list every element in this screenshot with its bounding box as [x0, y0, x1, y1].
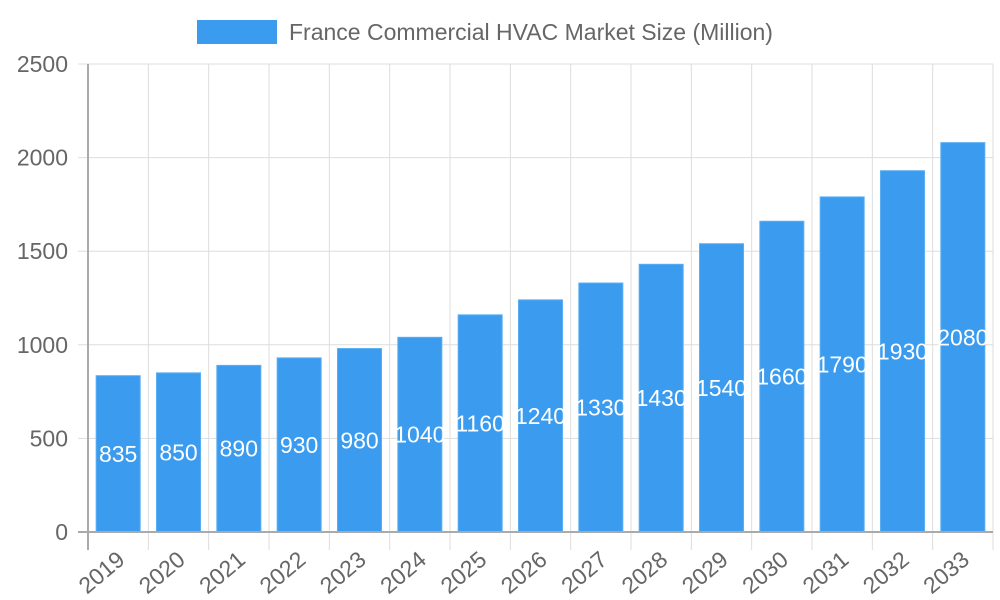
- bar-value-label: 2080: [937, 324, 988, 350]
- bar-value-label: 850: [159, 439, 197, 465]
- x-tick-label: 2027: [556, 546, 612, 599]
- x-tick-label: 2028: [616, 546, 672, 599]
- x-tick-label: 2023: [315, 546, 371, 599]
- y-tick-label: 2000: [17, 145, 68, 171]
- legend-swatch: [197, 20, 277, 44]
- x-tick-label: 2029: [677, 546, 733, 599]
- bar: [216, 364, 262, 533]
- x-tick-label: 2019: [73, 546, 129, 599]
- bar: [759, 220, 805, 533]
- bar-value-label: 1240: [515, 403, 566, 429]
- x-tick-label: 2026: [496, 546, 552, 599]
- bar: [819, 196, 865, 533]
- bar-value-label: 1930: [877, 338, 928, 364]
- bar-value-label: 1160: [455, 410, 504, 436]
- bar: [337, 348, 382, 533]
- x-tick-label: 2021: [194, 546, 250, 599]
- y-tick-label: 2500: [17, 51, 68, 77]
- bar-value-label: 1430: [636, 385, 687, 411]
- y-tick-label: 500: [30, 425, 68, 451]
- grid: [78, 63, 994, 550]
- bar: [457, 314, 503, 533]
- bar-value-label: 1660: [756, 364, 807, 390]
- bar: [578, 282, 624, 533]
- bars: 835 850 890 930 980 1040 1160 1240 1330 1430 1540 1…: [95, 142, 988, 533]
- x-tick-label: 2033: [918, 546, 974, 599]
- bar: [699, 243, 744, 533]
- bar: [940, 142, 986, 533]
- bar-value-label: 1330: [575, 395, 626, 421]
- bar-value-label: 930: [280, 432, 318, 458]
- y-tick-label: 0: [55, 519, 68, 545]
- x-tick-label: 2031: [797, 546, 853, 599]
- bar: [518, 299, 563, 533]
- x-tick-label: 2030: [737, 546, 793, 599]
- bar: [156, 372, 201, 533]
- legend[interactable]: France Commercial HVAC Market Size (Mill…: [197, 19, 773, 45]
- bar-value-label: 980: [340, 427, 378, 453]
- bar-value-label: 1540: [696, 375, 747, 401]
- bar-value-label: 890: [220, 436, 258, 462]
- bar: [880, 170, 925, 533]
- x-tick-label: 2025: [435, 546, 491, 599]
- y-tick-label: 1000: [17, 332, 68, 358]
- bar-value-label: 835: [99, 441, 137, 467]
- legend-label: France Commercial HVAC Market Size (Mill…: [289, 19, 773, 45]
- x-tick-label: 2032: [858, 546, 914, 599]
- bar: [95, 375, 141, 533]
- x-tick-label: 2022: [254, 546, 310, 599]
- x-tick-label: 2020: [134, 546, 190, 599]
- bar-value-label: 1790: [817, 351, 868, 377]
- x-tick-label: 2024: [375, 546, 431, 599]
- bar: [638, 263, 684, 533]
- bar-value-label: 1040: [394, 422, 445, 448]
- y-tick-label: 1500: [17, 238, 68, 264]
- bar: [276, 357, 322, 533]
